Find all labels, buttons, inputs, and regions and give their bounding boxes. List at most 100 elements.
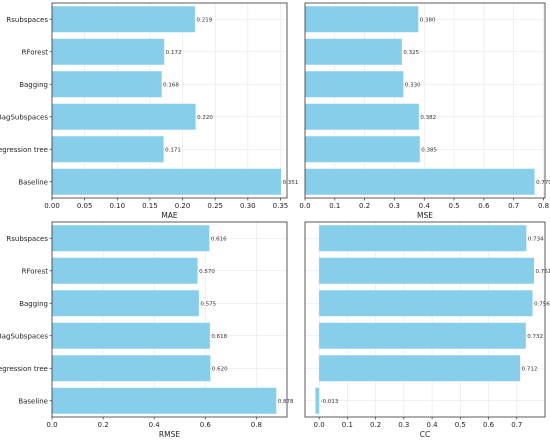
axes-frame xyxy=(304,2,546,199)
bar-rforest xyxy=(52,38,165,65)
value-label: 0.770 xyxy=(536,180,550,186)
category-label: Regression tree xyxy=(0,365,48,373)
category-label: Rsubspaces xyxy=(6,16,48,24)
value-label: 0.878 xyxy=(278,399,294,405)
value-label: 0.380 xyxy=(420,17,436,23)
bar-rforest xyxy=(52,257,198,284)
x-tick-label: 0.7 xyxy=(511,421,522,429)
category-label: Bagging xyxy=(19,81,48,89)
value-label: 0.620 xyxy=(212,366,228,372)
bar-regression-tree xyxy=(319,355,521,382)
value-label: 0.734 xyxy=(528,236,544,242)
bar-regression-tree xyxy=(52,355,211,382)
bar-bagsubspaces xyxy=(52,103,196,130)
bar-rsubspaces xyxy=(52,225,210,252)
value-label: 0.712 xyxy=(522,366,538,372)
x-tick-label: 0.10 xyxy=(109,202,125,210)
x-tick-label: 0.7 xyxy=(508,202,519,210)
x-tick-label: 0.35 xyxy=(273,202,289,210)
value-label: 0.570 xyxy=(199,269,215,275)
x-tick-label: 0.6 xyxy=(200,421,212,429)
value-label: 0.171 xyxy=(165,147,181,153)
value-label: 0.325 xyxy=(403,50,419,56)
bar-bagging xyxy=(319,290,533,317)
x-tick-label: 0.15 xyxy=(142,202,158,210)
panel-mse: 0.380 0.325 0.330 0.382 0.385 0.770 0.0 0.1 0.2 0… xyxy=(299,2,550,220)
bar-rsubspaces xyxy=(319,225,527,252)
value-label: 0.382 xyxy=(420,115,436,121)
bar-baseline xyxy=(315,387,320,414)
category-label: Baseline xyxy=(18,178,48,186)
value-label: 0.330 xyxy=(405,82,421,88)
category-label: RForest xyxy=(22,267,49,275)
x-tick-label: 0.2 xyxy=(370,421,381,429)
x-axis-title: MAE xyxy=(161,211,178,220)
x-tick-label: 0.2 xyxy=(359,202,370,210)
x-tick-label: 0.0 xyxy=(299,202,310,210)
x-tick-label: 0.30 xyxy=(240,202,256,210)
bar-bagsubspaces xyxy=(319,322,526,349)
x-tick-label: 0.00 xyxy=(44,202,60,210)
x-tick-label: 0.8 xyxy=(251,421,262,429)
bar-rforest xyxy=(319,257,534,284)
value-label: 0.616 xyxy=(211,236,227,242)
x-tick-label: 0.25 xyxy=(207,202,223,210)
x-tick-label: 0.6 xyxy=(478,202,490,210)
value-label: 0.618 xyxy=(211,334,227,340)
value-label: 0.385 xyxy=(421,147,437,153)
bar-regression-tree xyxy=(305,136,420,163)
panel-mae: 0.219 Rsubspaces 0.172 RForest 0.168 Bagging 0… xyxy=(0,2,299,220)
x-tick-label: 0.5 xyxy=(448,202,459,210)
bar-bagsubspaces xyxy=(305,103,419,130)
bar-baseline xyxy=(305,168,535,195)
x-tick-label: 0.3 xyxy=(398,421,409,429)
x-tick-label: 0.20 xyxy=(175,202,191,210)
category-label: RForest xyxy=(22,48,49,56)
bar-baseline xyxy=(52,168,282,195)
x-tick-label: 0.0 xyxy=(46,421,57,429)
bar-bagging xyxy=(305,71,404,98)
x-tick-label: 0.1 xyxy=(342,421,353,429)
value-label: 0.219 xyxy=(196,17,212,23)
x-tick-label: 0.4 xyxy=(426,421,438,429)
category-label: BagSubspaces xyxy=(0,332,48,340)
axes-frame xyxy=(304,221,546,418)
bar-rsubspaces xyxy=(52,6,195,33)
category-label: Rsubspaces xyxy=(6,235,48,243)
x-tick-label: 0.6 xyxy=(483,421,495,429)
value-label: 0.756 xyxy=(534,301,550,307)
bar-baseline xyxy=(52,387,277,414)
value-label: 0.351 xyxy=(283,180,299,186)
value-label: 0.220 xyxy=(197,115,213,121)
bar-bagging xyxy=(52,290,199,317)
panel-rmse: 0.616 Rsubspaces 0.570 RForest 0.575 Bagging 0… xyxy=(0,221,294,439)
x-tick-label: 0.8 xyxy=(538,202,549,210)
x-tick-label: 0.0 xyxy=(314,421,325,429)
category-label: Bagging xyxy=(19,300,48,308)
x-tick-label: 0.4 xyxy=(149,421,161,429)
x-tick-label: 0.1 xyxy=(329,202,340,210)
x-tick-label: 0.2 xyxy=(98,421,109,429)
value-label: 0.732 xyxy=(527,334,543,340)
value-label: 0.172 xyxy=(166,50,182,56)
value-label: 0.575 xyxy=(200,301,216,307)
value-label: 0.168 xyxy=(163,82,179,88)
category-label: BagSubspaces xyxy=(0,113,48,121)
category-label: Regression tree xyxy=(0,146,48,154)
value-label: 0.761 xyxy=(535,269,550,275)
x-axis-title: MSE xyxy=(417,211,433,220)
value-label: -0.013 xyxy=(321,399,339,405)
x-tick-label: 0.05 xyxy=(77,202,93,210)
x-axis-title: CC xyxy=(420,430,430,439)
axes-frame xyxy=(51,221,288,418)
x-tick-label: 0.4 xyxy=(419,202,431,210)
x-tick-label: 0.3 xyxy=(389,202,400,210)
category-label: Baseline xyxy=(18,397,48,405)
axes-frame xyxy=(51,2,288,199)
bar-rforest xyxy=(305,38,402,65)
bar-regression-tree xyxy=(52,136,164,163)
bar-bagsubspaces xyxy=(52,322,210,349)
bar-bagging xyxy=(52,71,162,98)
x-axis-title: RMSE xyxy=(159,430,180,439)
